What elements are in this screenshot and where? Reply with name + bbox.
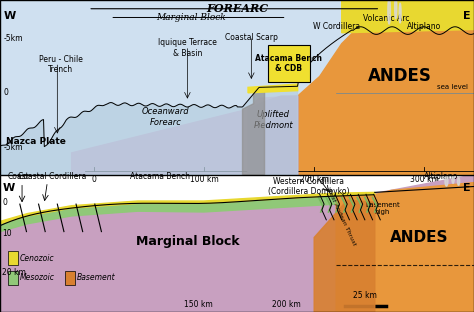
Text: Peru - Chile
Trench: Peru - Chile Trench [39,55,82,74]
Text: basement
high: basement high [365,202,400,215]
Bar [0,0,474,175]
Polygon shape [248,84,298,93]
Polygon shape [248,96,298,175]
Text: Cenozoic: Cenozoic [20,254,55,263]
Bar [65,271,75,285]
Circle shape [457,178,460,185]
Text: Coast: Coast [8,172,29,181]
Text: W: W [2,183,14,193]
Polygon shape [0,193,375,224]
Polygon shape [342,0,474,33]
Polygon shape [0,195,375,232]
Text: Iquique Terrace
& Basin: Iquique Terrace & Basin [158,38,217,58]
Text: -5km: -5km [3,34,23,43]
Text: Marginal Block: Marginal Block [136,235,239,248]
Text: ANDES: ANDES [368,67,432,85]
Bar [0,175,474,312]
Text: 20 km: 20 km [2,268,26,277]
Text: 0: 0 [2,198,7,207]
Text: Volcanic Arc: Volcanic Arc [363,14,409,23]
FancyBboxPatch shape [267,45,310,82]
Text: E: E [463,183,471,193]
Text: 200 km: 200 km [272,300,301,309]
Text: Coastal Cordillera: Coastal Cordillera [18,172,86,181]
Polygon shape [0,175,474,312]
Text: Altiplano: Altiplano [407,22,441,31]
Text: 25 km: 25 km [353,291,377,300]
Circle shape [395,0,397,19]
Text: 0: 0 [91,175,96,184]
Text: 200 km: 200 km [300,175,328,184]
Text: Oceanward
Forearc: Oceanward Forearc [142,107,189,127]
Text: Basement: Basement [77,273,116,282]
Circle shape [388,0,391,24]
Bar [8,271,18,285]
Text: Atacama Bench
& CDB: Atacama Bench & CDB [255,54,322,73]
Text: W Cordillera: W Cordillera [313,22,360,31]
Text: 100 km: 100 km [190,175,219,184]
Polygon shape [314,200,375,312]
Text: 300 km: 300 km [410,175,439,184]
Text: 10: 10 [2,229,12,238]
Text: 150 km: 150 km [184,300,213,309]
Text: W: W [3,11,16,21]
Text: Altiplano: Altiplano [424,172,458,181]
Polygon shape [72,96,298,175]
Polygon shape [243,89,264,175]
Text: West Andean Thrust: West Andean Thrust [325,186,356,246]
Circle shape [399,3,401,23]
Text: Marginal Block: Marginal Block [156,13,226,22]
Circle shape [452,175,454,183]
Polygon shape [298,29,474,175]
Text: 0: 0 [3,88,8,97]
Text: Uplifted
Piedmont: Uplifted Piedmont [254,110,293,130]
Text: FOREARC: FOREARC [206,3,268,14]
Text: ANDES: ANDES [390,230,448,245]
Text: Western Cordillera
(Cordillera Domeyko): Western Cordillera (Cordillera Domeyko) [268,177,349,196]
Circle shape [445,175,448,186]
Bar [8,251,18,265]
Text: sea level: sea level [438,84,468,90]
Polygon shape [0,86,298,175]
Text: Atacama Bench: Atacama Bench [130,172,190,181]
Polygon shape [336,183,474,312]
Text: -5km: -5km [3,143,23,152]
Text: Coastal Scarp: Coastal Scarp [225,33,278,42]
Text: Nazca Plate: Nazca Plate [7,138,66,146]
Text: Mesozoic: Mesozoic [20,273,55,282]
Text: E: E [463,11,471,21]
